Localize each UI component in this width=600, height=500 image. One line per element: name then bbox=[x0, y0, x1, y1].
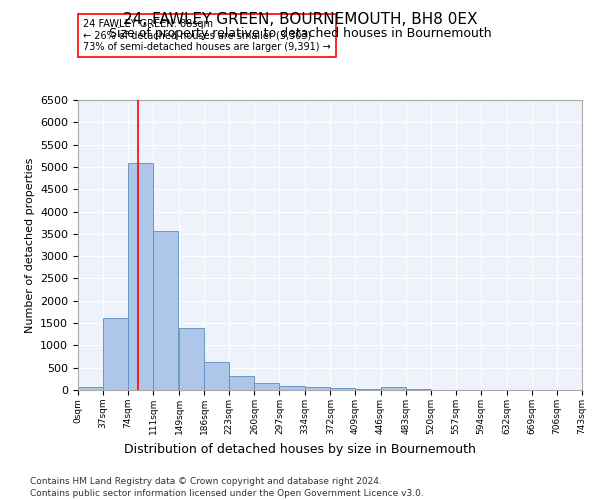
Bar bbox=[305, 387, 329, 390]
Bar bbox=[355, 388, 380, 390]
Text: Size of property relative to detached houses in Bournemouth: Size of property relative to detached ho… bbox=[109, 28, 491, 40]
Bar bbox=[128, 164, 153, 390]
Bar bbox=[204, 362, 229, 390]
Bar bbox=[179, 328, 204, 390]
Bar bbox=[280, 386, 305, 390]
Bar bbox=[229, 376, 254, 390]
Text: Distribution of detached houses by size in Bournemouth: Distribution of detached houses by size … bbox=[124, 442, 476, 456]
Text: 24 FAWLEY GREEN: 88sqm
← 26% of detached houses are smaller (3,303)
73% of semi-: 24 FAWLEY GREEN: 88sqm ← 26% of detached… bbox=[83, 19, 331, 52]
Bar bbox=[78, 386, 103, 390]
Bar bbox=[254, 383, 280, 390]
Bar bbox=[153, 231, 178, 390]
Y-axis label: Number of detached properties: Number of detached properties bbox=[25, 158, 35, 332]
Bar bbox=[331, 388, 355, 390]
Text: Contains HM Land Registry data © Crown copyright and database right 2024.: Contains HM Land Registry data © Crown c… bbox=[30, 478, 382, 486]
Bar bbox=[103, 318, 128, 390]
Text: 24, FAWLEY GREEN, BOURNEMOUTH, BH8 0EX: 24, FAWLEY GREEN, BOURNEMOUTH, BH8 0EX bbox=[123, 12, 477, 28]
Bar bbox=[380, 388, 406, 390]
Text: Contains public sector information licensed under the Open Government Licence v3: Contains public sector information licen… bbox=[30, 489, 424, 498]
